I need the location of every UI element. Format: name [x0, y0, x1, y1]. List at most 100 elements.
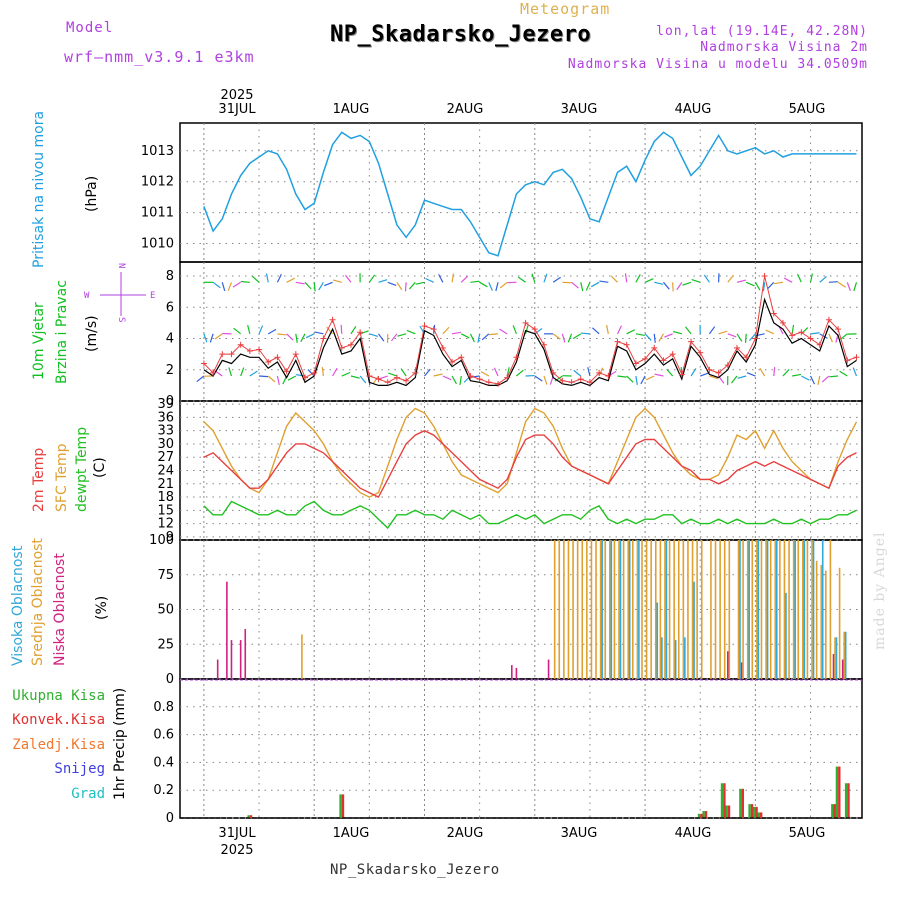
wind-arrow [300, 333, 306, 343]
y-tick-label: 0.4 [153, 755, 174, 770]
precip-title: 1hr Precip [112, 729, 128, 800]
y-tick-label: 15 [157, 503, 174, 518]
wind-arrow [406, 329, 416, 335]
wind-arrow [745, 281, 755, 287]
wind-arrow [580, 282, 584, 292]
wind-arrow [691, 278, 701, 283]
wind-arrow [773, 366, 776, 377]
top-day-label: 4AUG [675, 102, 712, 117]
wind-arrow [233, 327, 242, 335]
wind-arrow [214, 333, 223, 340]
wind-arrow [318, 281, 324, 291]
wind-arrow [499, 328, 508, 335]
precip-bar [844, 783, 848, 818]
wind-arrow [321, 367, 324, 377]
y-tick-label: 18 [157, 490, 174, 505]
legend-total-precip: Ukupna Kisa [12, 688, 105, 704]
y-tick-label: 21 [157, 477, 174, 492]
gust-marker [522, 319, 529, 326]
coords-label: lon,lat (19.14E, 42.28N) [656, 24, 868, 39]
wind-arrow [796, 273, 802, 283]
gust-marker [366, 373, 373, 380]
wind-arrow [828, 281, 838, 283]
wind-arrow [340, 324, 343, 334]
wind-arrow [488, 282, 493, 291]
gust-marker [743, 354, 750, 361]
y-tick-label: 0.6 [153, 728, 174, 743]
wind-arrow [240, 280, 250, 283]
wind-arrow [506, 367, 510, 377]
wind-arrow [635, 274, 641, 283]
wind-arrow [438, 274, 444, 283]
cloud-unit: (%) [94, 596, 110, 620]
wind-arrow [682, 281, 692, 286]
wind-arrow [749, 333, 756, 342]
wind-arrow [543, 375, 548, 385]
wind-gust-line [203, 275, 857, 385]
wind-arrow [495, 282, 499, 292]
wind-arrow [350, 325, 357, 335]
wind-arrow [196, 375, 205, 383]
wind-arrow [350, 375, 360, 379]
wind-arrow [635, 375, 638, 385]
precip-unit: (mm) [112, 688, 128, 726]
wind-arrow [378, 279, 388, 283]
gust-marker [265, 358, 272, 365]
wind-arrow [644, 333, 652, 341]
precip-bar [739, 788, 742, 818]
y-tick-label: 24 [157, 464, 174, 479]
gust-marker [311, 369, 318, 376]
grid-layer [180, 123, 862, 819]
precip-bar [339, 794, 342, 818]
wind-arrow [606, 324, 609, 334]
wind-arrow [626, 329, 635, 335]
wind-arrow [247, 324, 251, 334]
precip-bar [759, 812, 763, 818]
wind-arrow [313, 282, 316, 292]
wind-title-1: 10m Vjetar [31, 302, 47, 380]
wind-arrow [397, 333, 407, 337]
wind-arrow [203, 333, 208, 343]
high-cloud-label: Visoka Oblacnost [10, 545, 26, 666]
wind-arrow [259, 375, 269, 378]
legend-grid-precip: Zaledj.Kisa [12, 737, 105, 753]
wind-arrow [828, 333, 833, 343]
wind-compass: N W E S [84, 263, 155, 322]
precip-bar [341, 794, 345, 818]
wind-arrow [839, 370, 848, 377]
footer-station: NP_Skadarsko_Jezero [330, 862, 500, 878]
precip-bar [847, 783, 850, 818]
gust-marker [531, 326, 538, 333]
wind-arrow [727, 274, 734, 283]
wind-arrow [267, 328, 277, 335]
wind-arrow [567, 333, 573, 343]
wind-arrow [644, 278, 654, 283]
wind-arrow [685, 326, 692, 335]
wind-arrow [286, 277, 295, 283]
gust-marker [825, 316, 832, 323]
wind-arrow [359, 375, 367, 384]
gust-marker [540, 341, 547, 348]
wind-arrow [852, 367, 858, 377]
y-tick-label: 30 [157, 437, 174, 452]
wind-arrow [404, 282, 407, 292]
series-layer [180, 131, 862, 819]
legend-conv-precip: Konvek.Kisa [12, 712, 105, 728]
y-tick-label: 2 [166, 363, 174, 378]
wind-arrow [645, 375, 655, 381]
gust-marker [669, 351, 676, 358]
gust-marker [513, 354, 520, 361]
precip-bar [700, 813, 703, 818]
wind-arrow [408, 281, 416, 290]
wind-arrow [754, 282, 761, 291]
top-day-labels: 31JUL 1AUG 2AUG 3AUG 4AUG 5AUG [218, 102, 825, 117]
elevation-2m-label: Nadmorska Visina 2m [700, 40, 868, 55]
wind-arrow [451, 273, 455, 283]
y-tick-label: 75 [157, 568, 174, 583]
y-tick-label: 6 [166, 300, 174, 315]
bottom-day-label: 3AUG [561, 826, 598, 841]
y-tick-label: 4 [166, 332, 174, 347]
dewpt-label: dewpt Temp [74, 427, 90, 512]
wind-arrow [552, 276, 561, 283]
wind-arrow [624, 273, 628, 283]
